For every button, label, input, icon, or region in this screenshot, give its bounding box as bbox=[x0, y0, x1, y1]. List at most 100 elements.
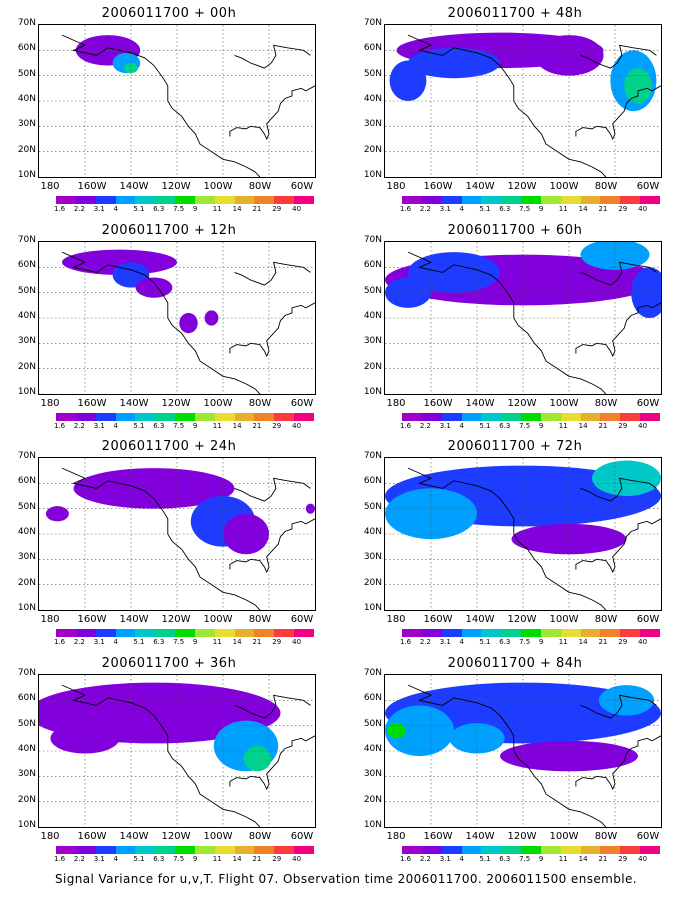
latitude-label: 40N bbox=[363, 527, 382, 537]
latitude-label: 10N bbox=[363, 603, 382, 613]
colorbar-swatch bbox=[155, 629, 176, 637]
longitude-label: 100W bbox=[549, 181, 579, 192]
colorbar-swatch bbox=[540, 629, 561, 637]
longitude-label: 140W bbox=[465, 398, 495, 409]
colorbar-swatch bbox=[560, 413, 581, 421]
colorbar-label: 9 bbox=[538, 855, 544, 863]
colorbar-swatch bbox=[501, 413, 522, 421]
colorbar bbox=[56, 413, 314, 421]
latitude-label: 70N bbox=[17, 451, 36, 461]
longitude-label: 80W bbox=[248, 398, 272, 409]
colorbar-swatch bbox=[254, 846, 275, 854]
colorbar-swatch bbox=[194, 846, 215, 854]
longitude-label: 120W bbox=[161, 831, 191, 842]
latitude-label: 30N bbox=[363, 769, 382, 780]
longitude-label: 100W bbox=[203, 831, 233, 842]
colorbar bbox=[402, 196, 660, 204]
colorbar-swatch bbox=[115, 846, 136, 854]
colorbar-label: 7.5 bbox=[173, 205, 185, 213]
signal-variance-region bbox=[408, 47, 500, 79]
colorbar-swatch bbox=[175, 629, 195, 637]
panel-title: 2006011700 + 12h bbox=[101, 223, 237, 238]
colorbar-labels: 1.6 2.2 3.1 4 5.1 6.3 7.5 9 11 14 21 29 40 bbox=[394, 205, 664, 215]
colorbar-swatch bbox=[194, 196, 215, 204]
colorbar-swatch bbox=[234, 196, 255, 204]
colorbar-swatch bbox=[640, 413, 660, 421]
latitude-label: 30N bbox=[17, 336, 36, 347]
colorbar-label: 14 bbox=[232, 205, 242, 213]
coastline bbox=[229, 735, 315, 791]
coastline bbox=[407, 251, 607, 394]
colorbar-swatch bbox=[580, 846, 601, 854]
colorbar-label: 3.1 bbox=[439, 422, 451, 430]
colorbar-label: 5.1 bbox=[133, 638, 145, 646]
longitude-label: 180 bbox=[386, 181, 406, 192]
latitude-label: 10N bbox=[363, 170, 382, 180]
map-panel: 2006011700 + 60h 70N 60N 50N 40N 30N 20N 10N 180… bbox=[350, 223, 680, 433]
signal-variance-region bbox=[624, 68, 652, 104]
map-panel: 2006011700 + 72h 70N 60N 50N 40N 30N 20N 10N 180… bbox=[350, 439, 680, 649]
colorbar-label: 21 bbox=[598, 855, 608, 863]
longitude-label: 120W bbox=[507, 181, 537, 192]
colorbar-swatch bbox=[234, 846, 255, 854]
colorbar-swatch bbox=[501, 196, 522, 204]
latitude-label: 20N bbox=[17, 794, 36, 805]
longitude-label: 160W bbox=[423, 181, 453, 192]
coastline bbox=[407, 684, 607, 827]
colorbar-label: 1.6 bbox=[400, 422, 412, 430]
colorbar-swatch bbox=[441, 196, 462, 204]
colorbar-swatch bbox=[580, 413, 601, 421]
latitude-label: 40N bbox=[363, 94, 382, 104]
colorbar-swatch bbox=[580, 196, 601, 204]
panel-title: 2006011700 + 60h bbox=[447, 223, 583, 238]
colorbar-label: 7.5 bbox=[519, 638, 531, 646]
longitude-label: 100W bbox=[549, 398, 579, 409]
coastline bbox=[407, 34, 607, 177]
signal-variance-region bbox=[385, 488, 477, 540]
colorbar-swatch bbox=[441, 846, 462, 854]
colorbar-label: 6.3 bbox=[153, 855, 165, 863]
latitude-label: 70N bbox=[363, 18, 382, 28]
colorbar-swatch bbox=[540, 196, 561, 204]
longitude-label: 100W bbox=[203, 181, 233, 192]
coastline bbox=[580, 261, 657, 286]
colorbar-swatch bbox=[560, 196, 581, 204]
colorbar-label: 2.2 bbox=[73, 205, 85, 213]
signal-variance-region bbox=[62, 249, 177, 275]
latitude-label: 10N bbox=[363, 820, 382, 830]
longitude-label: 160W bbox=[423, 614, 453, 625]
colorbar-label: 29 bbox=[272, 205, 282, 213]
colorbar-swatch bbox=[640, 846, 660, 854]
colorbar-label: 5.1 bbox=[133, 855, 145, 863]
latitude-label: 20N bbox=[363, 361, 382, 372]
colorbar-label: 6.3 bbox=[153, 422, 165, 430]
colorbar-label: 21 bbox=[598, 422, 608, 430]
colorbar-swatch bbox=[521, 413, 541, 421]
coastline bbox=[61, 251, 261, 394]
coastline bbox=[61, 467, 261, 610]
latitude-label: 40N bbox=[363, 311, 382, 321]
longitude-label: 160W bbox=[423, 398, 453, 409]
map-plot-area bbox=[384, 674, 662, 828]
colorbar-swatch bbox=[175, 846, 195, 854]
map-plot-area bbox=[38, 674, 316, 828]
colorbar-label: 40 bbox=[292, 205, 302, 213]
colorbar-swatch bbox=[421, 846, 442, 854]
colorbar-swatch bbox=[501, 846, 522, 854]
coastline bbox=[234, 477, 311, 502]
latitude-label: 10N bbox=[17, 170, 36, 180]
latitude-label: 60N bbox=[17, 260, 36, 271]
latitude-label: 70N bbox=[363, 451, 382, 461]
coastline bbox=[229, 518, 315, 574]
figure-caption: Signal Variance for u,v,T. Flight 07. Ob… bbox=[55, 872, 637, 886]
longitude-label: 180 bbox=[40, 831, 60, 842]
map-svg bbox=[385, 458, 661, 610]
longitude-label: 160W bbox=[77, 398, 107, 409]
colorbar-swatch bbox=[175, 196, 195, 204]
signal-variance-region bbox=[45, 506, 69, 522]
colorbar-labels: 1.6 2.2 3.1 4 5.1 6.3 7.5 9 11 14 21 29 40 bbox=[394, 638, 664, 648]
longitude-label: 180 bbox=[40, 398, 60, 409]
coastline bbox=[234, 261, 311, 286]
longitude-label: 60W bbox=[636, 398, 660, 409]
latitude-label: 50N bbox=[17, 718, 36, 729]
